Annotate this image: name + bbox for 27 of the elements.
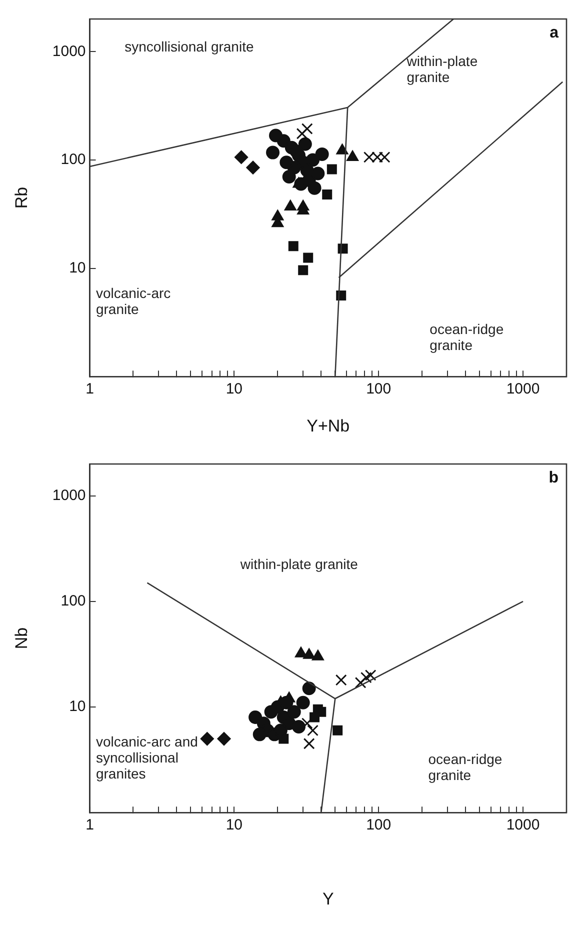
x-tick-label: 1000	[506, 380, 540, 398]
x-tick-label: 100	[366, 816, 392, 834]
x-tick-label: 1	[86, 380, 94, 398]
chart-title: b	[548, 469, 559, 486]
y-tick-label: 100	[60, 151, 86, 168]
x-tick-label: 100	[366, 380, 392, 398]
y-tick-label: 10	[69, 259, 86, 276]
annotation: ocean-ridge granite	[428, 751, 502, 784]
x-axis-title: Y	[322, 889, 334, 908]
annotation: within-plate granite	[239, 556, 358, 572]
x-axis-title: Y+Nb	[306, 416, 350, 436]
y-tick-label: 100	[60, 592, 86, 610]
x-tick-label: 10	[226, 816, 243, 834]
chart-title: a	[550, 24, 559, 42]
y-tick-label: 10	[69, 698, 86, 716]
y-tick-label: 1000	[52, 42, 86, 60]
annotation: syncollisional granite	[124, 38, 254, 54]
x-tick-label: 1000	[506, 816, 540, 834]
annotation: volcanic-arc granite	[96, 285, 171, 318]
annotation: within-plate granite	[406, 52, 478, 85]
annotation: ocean-ridge granite	[430, 320, 504, 353]
annotation: volcanic-arc and syncollisional granites	[96, 734, 198, 782]
y-tick-label: 1000	[52, 486, 86, 504]
y-axis-title: Nb	[12, 627, 31, 650]
y-axis-title: Rb	[12, 186, 31, 209]
x-tick-label: 10	[226, 380, 243, 398]
x-tick-label: 1	[86, 816, 94, 834]
